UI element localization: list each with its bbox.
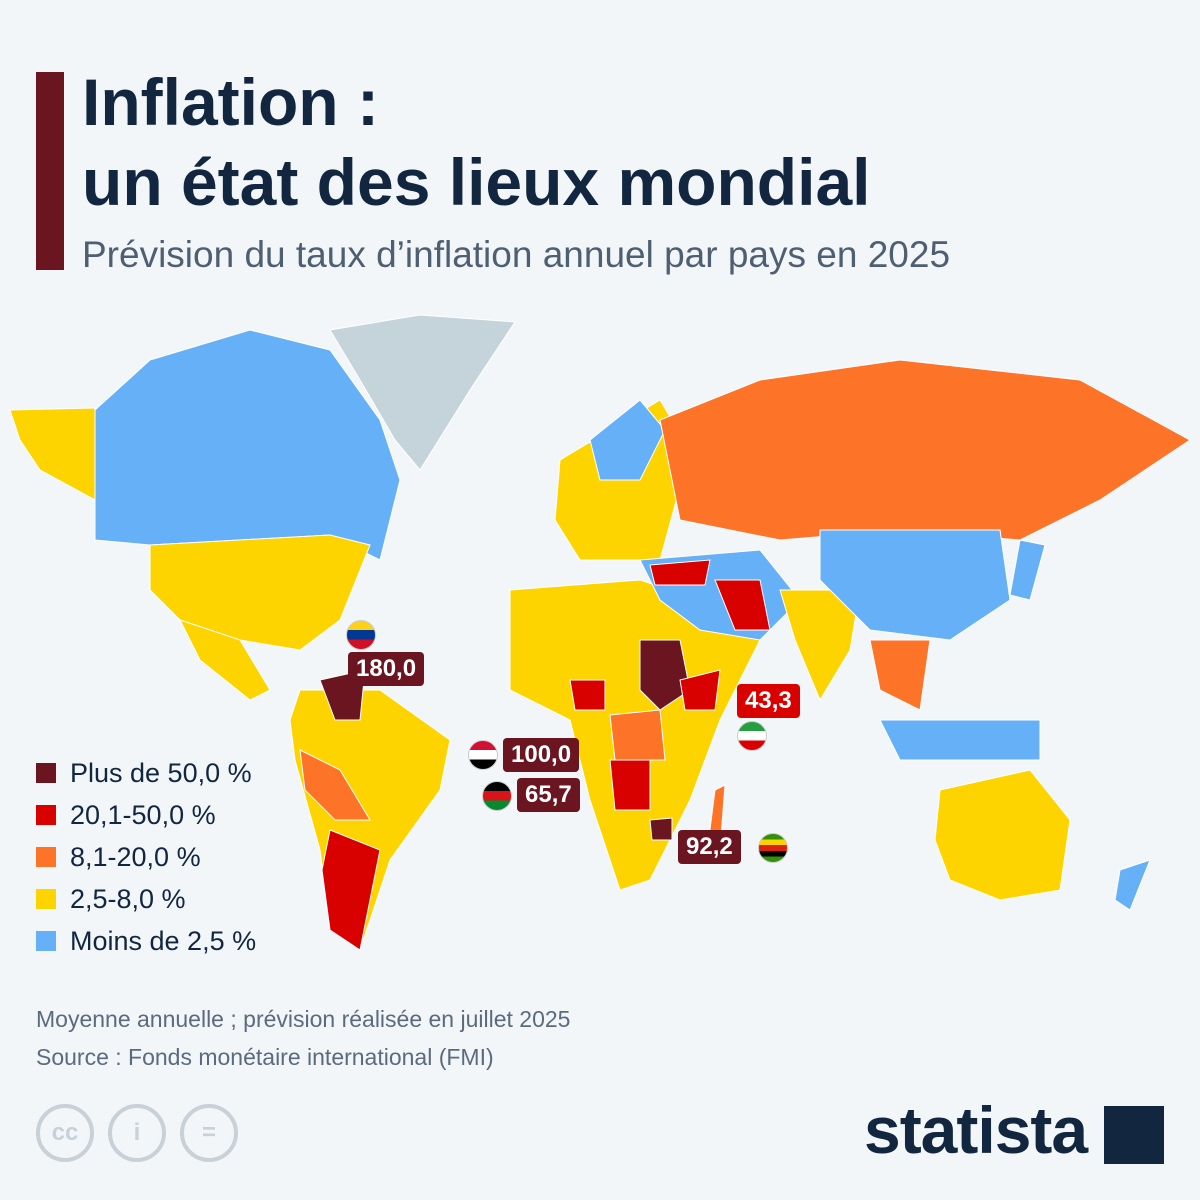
page-title: Inflation : un état des lieux mondial [82, 65, 871, 219]
statista-logo[interactable]: statista [864, 1093, 1088, 1167]
legend-item: 8,1-20,0 % [36, 836, 256, 878]
zimbabwe-callout: 92,2 [678, 830, 741, 864]
world-map [9, 314, 1191, 951]
south-sudan-callout: 65,7 [517, 778, 580, 812]
cc-license-icon[interactable]: cc [36, 1104, 94, 1162]
russia [659, 359, 1191, 541]
zimbabwe [649, 817, 673, 841]
sudan-flag-icon [468, 740, 498, 770]
sudan [639, 639, 691, 711]
subtitle: Prévision du taux d’inflation annuel par… [82, 234, 951, 275]
scandinavia [589, 399, 666, 481]
mexico [179, 619, 271, 701]
iran-callout: 43,3 [737, 684, 800, 718]
notes: Moyenne annuelle ; prévision réalisée en… [36, 1006, 571, 1070]
statista-logo-mark-icon [1104, 1106, 1164, 1164]
canada [94, 329, 401, 561]
usa [149, 534, 371, 651]
japan [1009, 539, 1046, 601]
legend-item: Moins de 2,5 % [36, 920, 256, 962]
indonesia [879, 719, 1041, 761]
peru-bolivia [299, 749, 371, 821]
argentina [321, 829, 381, 951]
se-asia [869, 639, 931, 711]
angola [609, 759, 651, 811]
nigeria [569, 679, 606, 711]
attribution-icon[interactable]: i [108, 1104, 166, 1162]
alaska [9, 407, 96, 501]
no-derivatives-icon[interactable]: = [180, 1104, 238, 1162]
china [819, 529, 1011, 641]
legend: Plus de 50,0 % 20,1-50,0 % 8,1-20,0 % 2,… [36, 752, 256, 962]
turkey [649, 559, 711, 586]
zimbabwe-flag-icon [758, 833, 788, 863]
australia [934, 769, 1071, 901]
legend-item: 2,5-8,0 % [36, 878, 256, 920]
congo [609, 709, 666, 761]
title-accent-bar [36, 72, 64, 270]
greenland [329, 314, 516, 471]
new-zealand [1114, 859, 1151, 911]
legend-item: Plus de 50,0 % [36, 752, 256, 794]
sudan-callout: 100,0 [503, 738, 580, 772]
south-sudan-flag-icon [482, 781, 512, 811]
venezuela-flag-icon [346, 620, 376, 650]
legend-item: 20,1-50,0 % [36, 794, 256, 836]
ethiopia [679, 669, 721, 711]
venezuela-callout: 180,0 [348, 652, 425, 686]
iran [714, 579, 771, 631]
iran-flag-icon [737, 721, 767, 751]
